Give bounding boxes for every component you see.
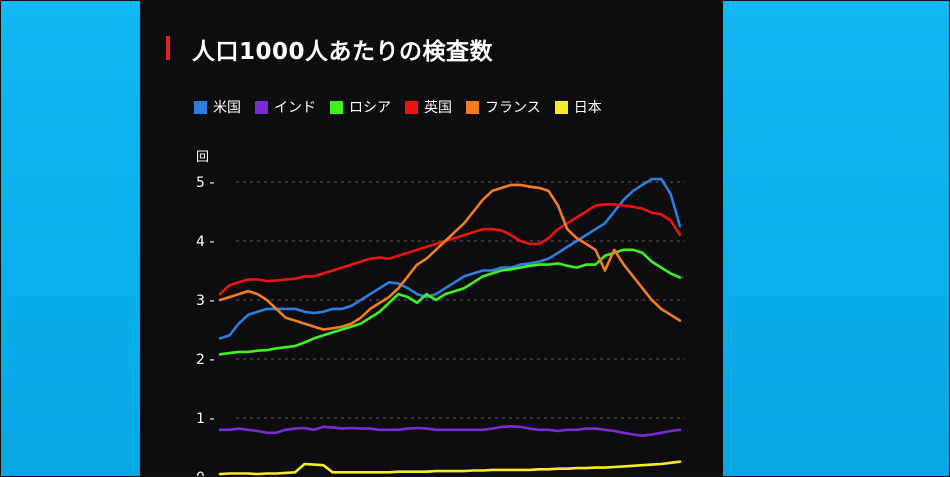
legend-item: 日本 bbox=[554, 97, 602, 117]
y-tick-label: 4 - bbox=[196, 234, 214, 250]
line-chart-plot: 0 - 1 - 2 - 3 - 4 - 5 - bbox=[196, 175, 685, 477]
legend-item: フランス bbox=[466, 97, 541, 117]
legend-swatch bbox=[554, 100, 568, 114]
y-tick-label: 1 - bbox=[196, 411, 214, 427]
legend-item: 米国 bbox=[194, 97, 241, 117]
legend-item: ロシア bbox=[330, 97, 391, 117]
legend-label: インド bbox=[274, 100, 316, 116]
y-tick-label: 5 - bbox=[196, 175, 214, 191]
legend-swatch bbox=[255, 100, 268, 114]
series-line bbox=[218, 177, 682, 340]
y-tick-label: 2 - bbox=[196, 352, 214, 368]
title-accent-bar bbox=[166, 36, 170, 60]
series-line bbox=[218, 183, 682, 331]
y-axis-unit-label: 回 bbox=[196, 150, 210, 165]
legend-label: 日本 bbox=[573, 100, 602, 116]
series-line bbox=[218, 424, 682, 438]
y-tick-label: 3 - bbox=[196, 293, 214, 309]
legend-label: フランス bbox=[485, 100, 541, 116]
series-line bbox=[218, 203, 682, 296]
right-background bbox=[723, 0, 950, 477]
series-line bbox=[218, 248, 682, 356]
legend-swatch bbox=[194, 100, 207, 114]
left-background bbox=[0, 0, 140, 477]
legend-item: インド bbox=[255, 97, 316, 117]
legend-label: ロシア bbox=[349, 100, 391, 116]
legend-swatch bbox=[466, 100, 479, 114]
chart-panel: 人口1000人あたりの検査数 米国 インド ロシア 英国 フランス 日本 回 0 - 1 -… bbox=[140, 0, 723, 477]
legend-swatch bbox=[405, 100, 418, 114]
legend-item: 英国 bbox=[405, 97, 452, 117]
legend-label: 米国 bbox=[213, 100, 241, 116]
chart-title: 人口1000人あたりの検査数 bbox=[192, 39, 494, 65]
legend-label: 英国 bbox=[424, 100, 452, 116]
series-line bbox=[218, 460, 682, 476]
y-tick-label: 0 - bbox=[196, 470, 214, 477]
chart-legend: 米国 インド ロシア 英国 フランス 日本 bbox=[194, 97, 602, 117]
legend-swatch bbox=[330, 100, 343, 114]
